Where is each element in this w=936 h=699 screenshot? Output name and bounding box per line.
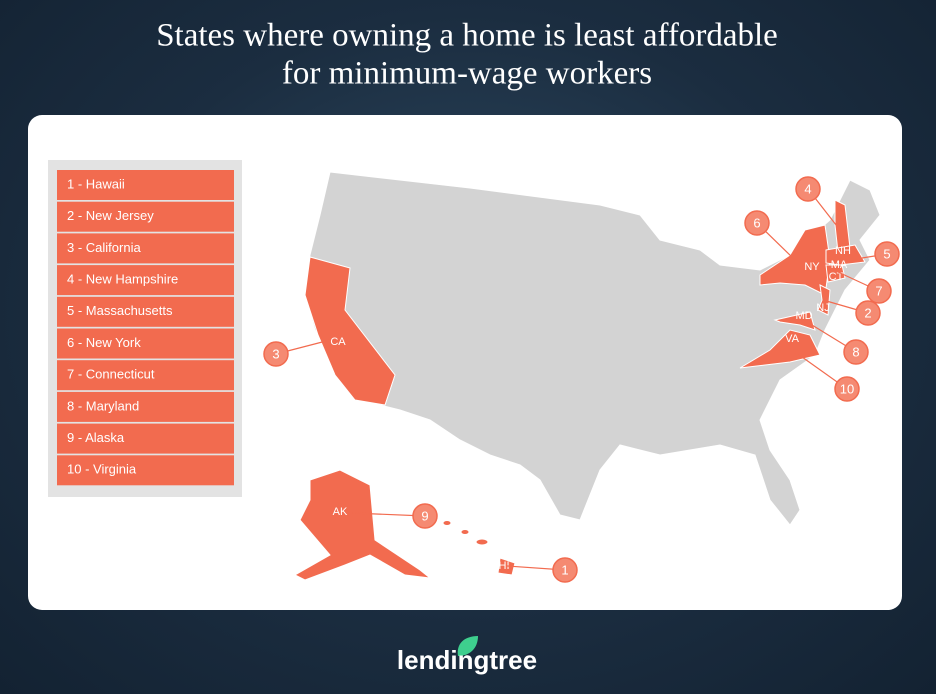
legend-label: 3 - California bbox=[67, 240, 141, 255]
state-hi bbox=[475, 538, 489, 546]
callout-number: 9 bbox=[421, 508, 428, 523]
state-label: MA bbox=[831, 259, 848, 271]
logo-leaf bbox=[457, 636, 478, 656]
callout-marker bbox=[834, 376, 860, 402]
state-label: NH bbox=[835, 245, 851, 257]
state-ak bbox=[293, 469, 432, 581]
state-label: NJ bbox=[816, 302, 829, 314]
legend-label: 8 - Maryland bbox=[67, 398, 139, 413]
legend-label: 6 - New York bbox=[67, 335, 141, 350]
callout-marker bbox=[866, 278, 892, 304]
legend-label: 5 - Massachusetts bbox=[67, 303, 173, 318]
legend-item bbox=[57, 423, 234, 454]
title-line: for minimum-wage workers bbox=[282, 56, 652, 92]
legend-label: 7 - Connecticut bbox=[67, 367, 155, 382]
logo: lendingtree bbox=[397, 645, 537, 675]
state-hi bbox=[442, 520, 452, 526]
callout-marker bbox=[795, 176, 821, 202]
legend-item bbox=[57, 170, 234, 200]
legend-item bbox=[57, 391, 234, 422]
callout-number: 1 bbox=[561, 562, 568, 577]
legend-label: 1 - Hawaii bbox=[67, 176, 125, 191]
legend-item bbox=[57, 455, 234, 486]
legend-item bbox=[57, 201, 234, 232]
legend-item bbox=[57, 296, 234, 327]
callout-number: 7 bbox=[875, 283, 882, 298]
state-label: MD bbox=[795, 310, 812, 322]
legend-item bbox=[57, 265, 234, 296]
legend-label: 9 - Alaska bbox=[67, 430, 125, 445]
callout-marker bbox=[855, 300, 881, 326]
callout-marker bbox=[263, 341, 289, 367]
legend-label: 4 - New Hampshire bbox=[67, 272, 178, 287]
legend-label: 2 - New Jersey bbox=[67, 208, 154, 223]
title-line: States where owning a home is least affo… bbox=[156, 18, 778, 54]
state-ma bbox=[825, 244, 866, 266]
state-va bbox=[739, 329, 821, 369]
callout-marker bbox=[874, 241, 900, 267]
callout-number: 2 bbox=[864, 305, 871, 320]
state-ct bbox=[825, 264, 846, 283]
callout-marker bbox=[744, 210, 770, 236]
callout-marker bbox=[843, 339, 869, 365]
legend-item bbox=[57, 360, 234, 391]
callout-number: 6 bbox=[753, 215, 760, 230]
callout-marker bbox=[552, 557, 578, 583]
state-hi bbox=[497, 557, 516, 576]
legend-label: 10 - Virginia bbox=[67, 462, 137, 477]
state-label: CT bbox=[829, 271, 844, 283]
callout-marker bbox=[412, 503, 438, 529]
map bbox=[293, 171, 881, 581]
state-label: CA bbox=[330, 336, 346, 348]
state-label: HI bbox=[499, 560, 510, 572]
legend-item bbox=[57, 233, 234, 264]
callout-number: 8 bbox=[852, 344, 859, 359]
state-label: NY bbox=[804, 261, 820, 273]
callout-number: 3 bbox=[272, 346, 279, 361]
state-label: AK bbox=[333, 506, 348, 518]
callout-number: 10 bbox=[840, 381, 854, 396]
state-hi bbox=[460, 529, 470, 535]
state-label: VA bbox=[785, 333, 800, 345]
us-mainland bbox=[304, 171, 881, 526]
callout-number: 4 bbox=[804, 181, 811, 196]
state-md bbox=[773, 311, 816, 331]
callout-number: 5 bbox=[883, 246, 890, 261]
state-ca bbox=[304, 256, 396, 406]
legend-item bbox=[57, 328, 234, 359]
